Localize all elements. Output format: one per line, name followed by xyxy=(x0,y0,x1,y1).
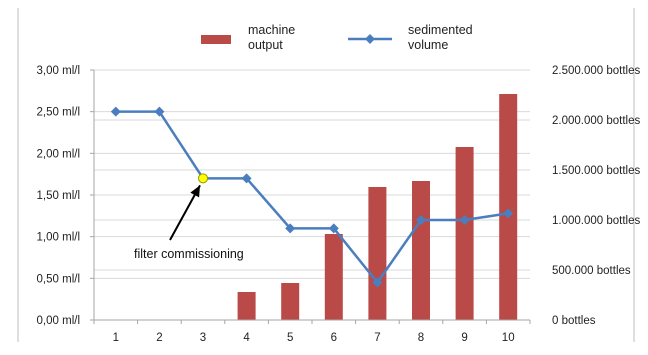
data-point-marker xyxy=(503,208,514,219)
x-tick-label: 3 xyxy=(200,332,206,344)
data-point-marker xyxy=(459,215,470,225)
x-tick-label: 1 xyxy=(113,332,119,344)
x-tick-label: 10 xyxy=(502,332,515,344)
legend-swatch-machine-output xyxy=(201,35,231,44)
line-series xyxy=(110,106,514,288)
y-left-tick-label: 1,50 ml/l xyxy=(37,190,80,202)
data-point-marker xyxy=(328,223,339,234)
data-point-marker xyxy=(110,106,121,117)
tick-labels: 0,00 ml/l 0,50 ml/l 1,00 ml/l 1,50 ml/l 2,00… xyxy=(37,65,641,344)
y-left-tick-label: 1,00 ml/l xyxy=(37,232,80,244)
data-point-marker xyxy=(285,223,296,234)
x-tick-label: 5 xyxy=(287,332,293,344)
bar xyxy=(281,283,300,320)
annotation-label: filter commissioning xyxy=(134,247,244,261)
y-left-tick-label: 3,00 ml/l xyxy=(37,65,80,77)
data-point-marker xyxy=(372,277,383,288)
legend-label-sedimented-volume: sedimented xyxy=(408,23,473,37)
data-point-marker xyxy=(241,173,252,184)
x-tick-label: 2 xyxy=(156,332,162,344)
x-tick-label: 9 xyxy=(461,332,467,344)
annotation-arrow-head xyxy=(190,185,200,198)
bar xyxy=(324,234,343,320)
y-right-tick-label: 500.000 bottles xyxy=(552,265,631,277)
bar xyxy=(237,292,256,320)
bar xyxy=(455,147,474,320)
legend-label-sedimented-volume: volume xyxy=(408,38,448,52)
bar xyxy=(412,181,430,320)
y-left-tick-label: 2,50 ml/l xyxy=(37,107,80,119)
y-left-tick-label: 0,50 ml/l xyxy=(37,273,80,285)
y-right-tick-label: 1.500.000 bottles xyxy=(552,165,640,177)
y-right-tick-label: 0 bottles xyxy=(552,315,596,327)
y-right-tick-label: 2.500.000 bottles xyxy=(552,65,640,77)
bar xyxy=(499,94,518,320)
axes xyxy=(17,8,635,342)
x-tick-label: 7 xyxy=(374,332,380,344)
y-right-tick-label: 1.000.000 bottles xyxy=(552,215,640,227)
x-tick-label: 6 xyxy=(331,332,337,344)
annotated-point-marker xyxy=(198,173,208,184)
legend-marker-sedimented-volume xyxy=(365,34,375,44)
y-left-tick-label: 0,00 ml/l xyxy=(37,315,80,327)
annotation: filter commissioning xyxy=(134,184,244,261)
data-point-marker xyxy=(154,106,165,117)
gridlines xyxy=(94,69,530,279)
data-point-marker xyxy=(416,215,426,225)
legend-label-machine-output: output xyxy=(248,38,283,52)
y-right-tick-label: 2.000.000 bottles xyxy=(552,115,640,127)
y-left-tick-label: 2,00 ml/l xyxy=(37,148,80,160)
legend-label-machine-output: machine xyxy=(248,23,295,37)
series-line xyxy=(115,110,509,284)
x-tick-label: 4 xyxy=(243,332,250,344)
bar xyxy=(368,187,387,320)
x-tick-label: 8 xyxy=(418,332,424,344)
bar-series xyxy=(237,94,518,320)
